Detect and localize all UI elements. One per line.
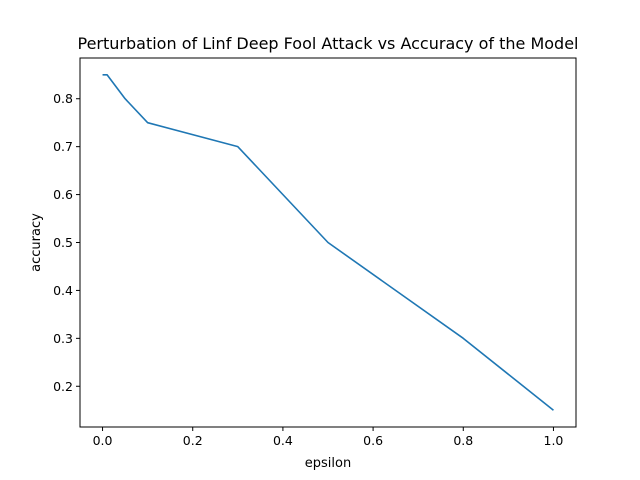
y-tick-label: 0.3 xyxy=(53,331,73,346)
y-tick-label: 0.2 xyxy=(53,379,73,394)
y-tick-label: 0.5 xyxy=(53,235,73,250)
plot-frame xyxy=(79,57,577,428)
series-layer xyxy=(102,73,554,411)
chart-title: Perturbation of Linf Deep Fool Attack vs… xyxy=(78,34,579,53)
x-tick-label: 0.6 xyxy=(363,433,383,448)
x-tick-label: 0.0 xyxy=(93,433,113,448)
y-tick-label: 0.6 xyxy=(53,187,73,202)
y-axis-ticks: 0.2 0.3 0.4 0.5 0.6 0.7 0.8 xyxy=(53,91,80,394)
x-tick-label: 1.0 xyxy=(544,433,564,448)
x-axis-ticks: 0.0 0.2 0.4 0.6 0.8 1.0 xyxy=(93,427,564,448)
y-tick-label: 0.4 xyxy=(53,283,73,298)
y-axis-label: accuracy xyxy=(29,213,44,272)
x-tick-label: 0.2 xyxy=(183,433,203,448)
x-tick-label: 0.8 xyxy=(453,433,473,448)
x-tick-label: 0.4 xyxy=(273,433,293,448)
y-tick-label: 0.7 xyxy=(53,139,73,154)
series-line xyxy=(102,73,554,411)
y-tick-label: 0.8 xyxy=(53,91,73,106)
x-axis-label: epsilon xyxy=(305,456,351,471)
